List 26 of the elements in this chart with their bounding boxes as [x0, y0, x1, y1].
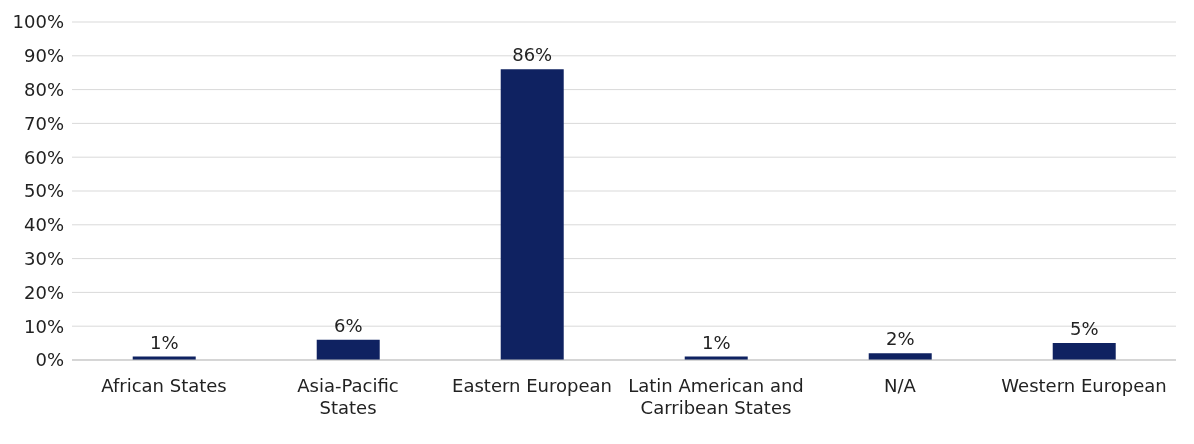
- x-tick-label: African States: [101, 375, 227, 396]
- bar: [316, 339, 380, 360]
- y-tick-label: 40%: [23, 214, 64, 236]
- x-tick-label: Eastern European: [452, 375, 612, 396]
- x-tick-label: Latin American and Carribean States: [628, 375, 804, 418]
- data-label: 1%: [149, 331, 179, 353]
- x-tick-label: N/A: [884, 375, 917, 396]
- bar: [500, 69, 564, 360]
- y-tick-label: 90%: [23, 45, 64, 67]
- bar: [1052, 343, 1116, 360]
- y-tick-label: 50%: [23, 180, 64, 202]
- y-tick-label: 10%: [23, 315, 64, 337]
- y-tick-label: 80%: [23, 78, 64, 100]
- x-tick-label: Asia-Pacific States: [297, 375, 399, 418]
- y-tick-label: 100%: [12, 11, 64, 33]
- data-label: 6%: [333, 314, 363, 336]
- data-label: 5%: [1069, 318, 1099, 340]
- data-label: 1%: [701, 331, 731, 353]
- y-tick-label: 70%: [23, 112, 64, 134]
- data-label: 86%: [512, 44, 553, 66]
- y-tick-label: 60%: [23, 146, 64, 168]
- y-tick-label: 0%: [35, 349, 64, 371]
- data-label: 2%: [885, 328, 915, 350]
- y-tick-label: 30%: [23, 247, 64, 269]
- y-tick-label: 20%: [23, 281, 64, 303]
- x-tick-label: Western European: [1001, 375, 1167, 396]
